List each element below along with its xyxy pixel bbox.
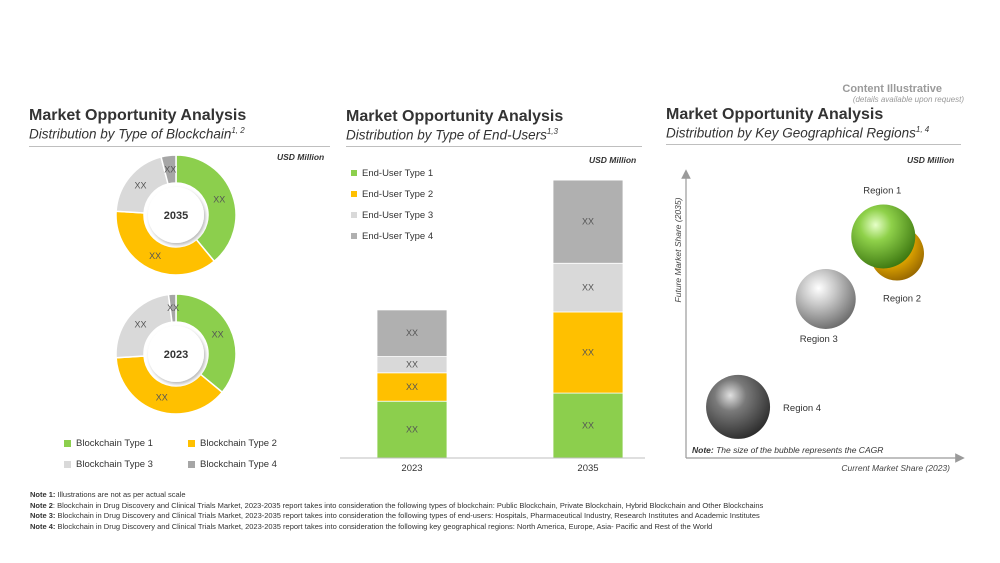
panel-2-subtitle: Distribution by Type of End-Users1,3 [346,127,558,143]
bar-2035-end-user-type-2 [552,311,624,394]
bar-legend-swatch [351,191,357,197]
bar-2035-end-user-type-1 [552,392,624,459]
bar-value-label: XX [406,382,418,392]
stacked-bar-chart: End-User Type 1 End-User Type 2 End-User T… [340,168,645,474]
donut-slice-label: XX [164,164,176,174]
footnotes: Note 1: Illustrations are not as per act… [30,490,763,532]
bar-value-label: XX [582,217,594,227]
bar-value-label: XX [406,425,418,435]
donut-slice-label: XX [167,303,179,313]
bubble-label-region-2: Region 2 [883,294,921,305]
bar-value-label: XX [582,283,594,293]
legend-blockchain-type-3: Blockchain Type 3 [64,459,153,470]
donut-center [148,326,204,382]
bars: XX XX XX XX XX XX XX XX [376,179,624,459]
panel-1-unit: USD Million [277,152,325,162]
bar-legend: End-User Type 1 End-User Type 2 End-User T… [351,168,433,242]
panel-2-unit: USD Million [589,155,637,165]
legend-swatch [64,461,71,468]
bar-x-tick-2023: 2023 [401,463,422,474]
donut-2035: XX XX XX XX 2035 [115,154,237,276]
footnote-1: Note 1: Illustrations are not as per act… [30,490,186,499]
bar-2035-end-user-type-4 [552,179,624,264]
donut-slice-label: XX [156,393,168,403]
donut-slice-label: XX [212,329,224,339]
panel-3-subtitle: Distribution by Key Geographical Regions… [666,125,930,141]
bar-legend-end-user-type-2: End-User Type 2 [362,189,433,200]
bar-legend-swatch [351,170,357,176]
legend-swatch [188,440,195,447]
donut-slice-label: XX [135,320,147,330]
donut-slice-blockchain-type-2 [115,210,216,276]
legend-blockchain-type-2: Blockchain Type 2 [188,438,277,449]
bar-legend-end-user-type-1: End-User Type 1 [362,168,433,179]
legend-swatch [188,461,195,468]
donut-slice-label: XX [149,251,161,261]
bubbles: Region 1 Region 2 Region 3 Region 4 [706,185,924,439]
bubble-chart: Region 1 Region 2 Region 3 Region 4 Note: T… [673,169,965,473]
panel-1-rule [29,146,330,147]
panel-3-rule [666,144,961,145]
donut-slice-label: XX [135,181,147,191]
bar-value-label: XX [582,348,594,358]
bubble-region-1 [851,204,916,269]
donut-slice-blockchain-type-1 [175,154,237,263]
bar-legend-swatch [351,233,357,239]
bar-legend-end-user-type-4: End-User Type 4 [362,231,433,242]
panel-1-title: Market Opportunity Analysis [29,107,247,124]
legend-blockchain-type-4: Blockchain Type 4 [188,459,277,470]
watermark-subtitle: (details available upon request) [852,95,964,104]
bar-x-ticks: 2023 2035 [401,463,598,474]
bubble-y-axis-label: Future Market Share (2035) [673,197,683,302]
donut-slice-blockchain-type-4 [160,154,177,185]
watermark-title: Content Illustrative [842,83,942,95]
panel-2-rule [346,146,642,147]
bar-value-label: XX [582,421,594,431]
footnote-4: Note 4: Blockchain in Drug Discovery and… [30,521,713,531]
donut-2023: XX XX XX XX 2023 [115,293,237,415]
donut-center-label: 2023 [164,349,188,361]
legend-swatch [64,440,71,447]
bar-legend-swatch [351,212,357,218]
panel-3-title: Market Opportunity Analysis [666,106,884,123]
bar-2023-end-user-type-2 [376,372,448,402]
donut-slice-blockchain-type-4 [167,293,177,324]
bubble-note: Note: The size of the bubble represents … [692,445,883,455]
bar-2023-end-user-type-4 [376,309,448,357]
bubble-region-3 [795,268,856,329]
panel-3-unit: USD Million [907,155,955,165]
bubble-label-region-4: Region 4 [783,403,821,414]
bar-2035-end-user-type-3 [552,262,624,313]
footnote-3: Note 3: Blockchain in Drug Discovery and… [30,511,760,520]
bar-value-label: XX [406,328,418,338]
bar-x-tick-2035: 2035 [577,463,598,474]
footnote-2: Note 2: Blockchain in Drug Discovery and… [30,500,764,510]
panel-1-subtitle: Distribution by Type of Blockchain1, 2 [29,126,245,142]
bar-value-label: XX [406,360,418,370]
donut-center-label: 2035 [164,210,188,222]
donut-slice-label: XX [213,194,225,204]
bubble-region-4 [706,374,771,439]
bubble-label-region-1: Region 1 [863,185,901,196]
donut-slice-blockchain-type-1 [175,293,237,394]
donut-center [148,187,204,243]
bubble-label-region-3: Region 3 [800,334,838,345]
donut-slice-blockchain-type-2 [115,355,224,415]
panel-2-title: Market Opportunity Analysis [346,108,564,125]
legend-blockchain-type-1: Blockchain Type 1 [64,438,153,449]
bar-legend-end-user-type-3: End-User Type 3 [362,210,433,221]
bubble-x-axis-label: Current Market Share (2023) [841,463,950,473]
